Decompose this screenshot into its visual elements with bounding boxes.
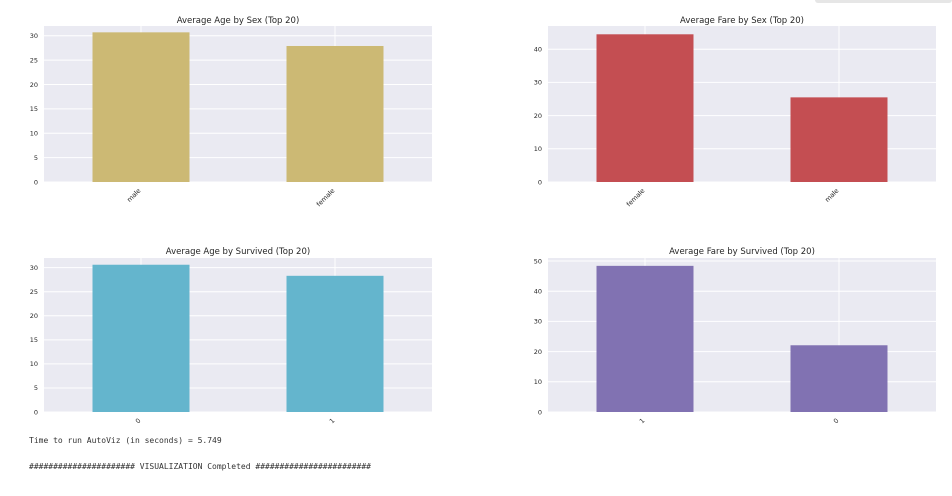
bar-1 bbox=[286, 275, 384, 412]
x-tick-label: female bbox=[315, 187, 337, 209]
y-tick-label: 0 bbox=[34, 178, 38, 186]
y-tick-label: 30 bbox=[30, 32, 38, 40]
y-tick-label: 30 bbox=[30, 264, 38, 272]
y-tick-label: 10 bbox=[30, 360, 38, 368]
bar-0 bbox=[790, 345, 888, 412]
y-tick-label: 0 bbox=[34, 408, 38, 416]
x-tick-label: female bbox=[625, 187, 647, 209]
scrollbar-strip bbox=[815, 0, 952, 3]
bar-female bbox=[596, 34, 694, 183]
y-tick-label: 20 bbox=[534, 348, 542, 356]
chart-title: Average Age by Survived (Top 20) bbox=[166, 247, 310, 257]
y-tick-label: 40 bbox=[534, 46, 542, 54]
bar-0 bbox=[92, 264, 190, 412]
chart-title: Average Fare by Survived (Top 20) bbox=[669, 247, 815, 257]
y-tick-label: 0 bbox=[538, 178, 542, 186]
y-tick-label: 10 bbox=[534, 378, 542, 386]
y-tick-label: 15 bbox=[30, 336, 38, 344]
x-tick-label: 1 bbox=[638, 417, 647, 426]
y-tick-label: 5 bbox=[34, 154, 38, 162]
y-tick-label: 30 bbox=[534, 79, 542, 87]
y-tick-label: 20 bbox=[30, 312, 38, 320]
x-tick-label: 0 bbox=[134, 417, 143, 426]
y-tick-label: 25 bbox=[30, 56, 38, 64]
y-tick-label: 30 bbox=[534, 318, 542, 326]
runtime-output: Time to run AutoViz (in seconds) = 5.749 bbox=[29, 436, 222, 445]
y-tick-label: 10 bbox=[30, 130, 38, 138]
completion-output: ###################### VISUALIZATION Com… bbox=[29, 462, 371, 471]
chart-title: Average Age by Sex (Top 20) bbox=[177, 16, 300, 26]
bar-female bbox=[286, 45, 384, 182]
y-tick-label: 50 bbox=[534, 257, 542, 265]
chart-average-age-by-survived: 0 5 10 15 20 25 30 0 1 Average Age by Survived (T… bbox=[30, 247, 432, 425]
y-tick-label: 5 bbox=[34, 384, 38, 392]
y-tick-label: 20 bbox=[534, 112, 542, 120]
x-tick-label: 1 bbox=[328, 417, 337, 426]
y-tick-label: 25 bbox=[30, 288, 38, 296]
x-tick-label: male bbox=[823, 187, 840, 204]
y-tick-label: 0 bbox=[538, 408, 542, 416]
chart-title: Average Fare by Sex (Top 20) bbox=[680, 16, 804, 26]
bar-male bbox=[790, 97, 888, 182]
x-tick-label: 0 bbox=[832, 417, 841, 426]
y-tick-label: 20 bbox=[30, 81, 38, 89]
x-tick-label: male bbox=[125, 187, 142, 204]
bar-1 bbox=[596, 265, 694, 412]
y-tick-label: 40 bbox=[534, 288, 542, 296]
y-tick-label: 10 bbox=[534, 145, 542, 153]
chart-average-fare-by-sex: 0 10 20 30 40 female male Average Fare by Sex (… bbox=[534, 16, 936, 208]
y-tick-label: 15 bbox=[30, 105, 38, 113]
bar-male bbox=[92, 32, 190, 183]
chart-average-age-by-sex: 0 5 10 15 20 25 30 male female Average Age by Sex… bbox=[30, 16, 432, 208]
